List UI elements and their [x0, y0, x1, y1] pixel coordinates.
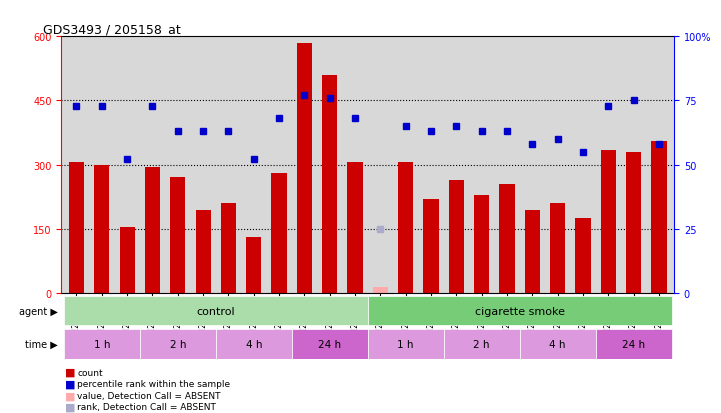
Bar [368, 329, 443, 358]
Bar [64, 296, 368, 325]
Text: 1 h: 1 h [397, 339, 414, 349]
Text: 2 h: 2 h [169, 339, 186, 349]
Text: ■: ■ [65, 390, 76, 400]
Bar [120, 227, 135, 293]
Bar [626, 152, 641, 293]
Text: 2 h: 2 h [474, 339, 490, 349]
Text: count: count [77, 368, 103, 377]
Text: agent ▶: agent ▶ [19, 306, 58, 316]
Text: 1 h: 1 h [94, 339, 110, 349]
Bar [69, 163, 84, 293]
Text: percentile rank within the sample: percentile rank within the sample [77, 379, 230, 388]
Text: 4 h: 4 h [549, 339, 566, 349]
Bar [221, 204, 236, 293]
Bar [64, 329, 140, 358]
Text: ■: ■ [65, 367, 76, 377]
Text: ■: ■ [65, 379, 76, 389]
Bar [550, 204, 565, 293]
Bar [140, 329, 216, 358]
Bar [94, 165, 110, 293]
Bar [596, 329, 671, 358]
Text: GDS3493 / 205158_at: GDS3493 / 205158_at [43, 23, 181, 36]
Bar [601, 150, 616, 293]
Text: time ▶: time ▶ [25, 339, 58, 349]
Bar [575, 218, 590, 293]
Bar [448, 180, 464, 293]
Bar [368, 296, 671, 325]
Text: 4 h: 4 h [245, 339, 262, 349]
Bar [170, 178, 185, 293]
Bar [246, 238, 261, 293]
Text: rank, Detection Call = ABSENT: rank, Detection Call = ABSENT [77, 402, 216, 411]
Bar [297, 43, 312, 293]
Bar [145, 167, 160, 293]
Bar [292, 329, 368, 358]
Bar [520, 329, 596, 358]
Text: value, Detection Call = ABSENT: value, Detection Call = ABSENT [77, 391, 221, 400]
Text: cigarette smoke: cigarette smoke [474, 306, 565, 316]
Bar [216, 329, 292, 358]
Bar [398, 163, 413, 293]
Bar [195, 210, 211, 293]
Bar [373, 287, 388, 293]
Bar [272, 174, 287, 293]
Bar [474, 195, 490, 293]
Text: control: control [196, 306, 235, 316]
Bar [651, 142, 666, 293]
Bar [348, 163, 363, 293]
Bar [500, 184, 515, 293]
Text: 24 h: 24 h [622, 339, 645, 349]
Bar [322, 76, 337, 293]
Text: ■: ■ [65, 402, 76, 412]
Text: 24 h: 24 h [318, 339, 341, 349]
Bar [423, 199, 438, 293]
Bar [443, 329, 520, 358]
Bar [525, 210, 540, 293]
